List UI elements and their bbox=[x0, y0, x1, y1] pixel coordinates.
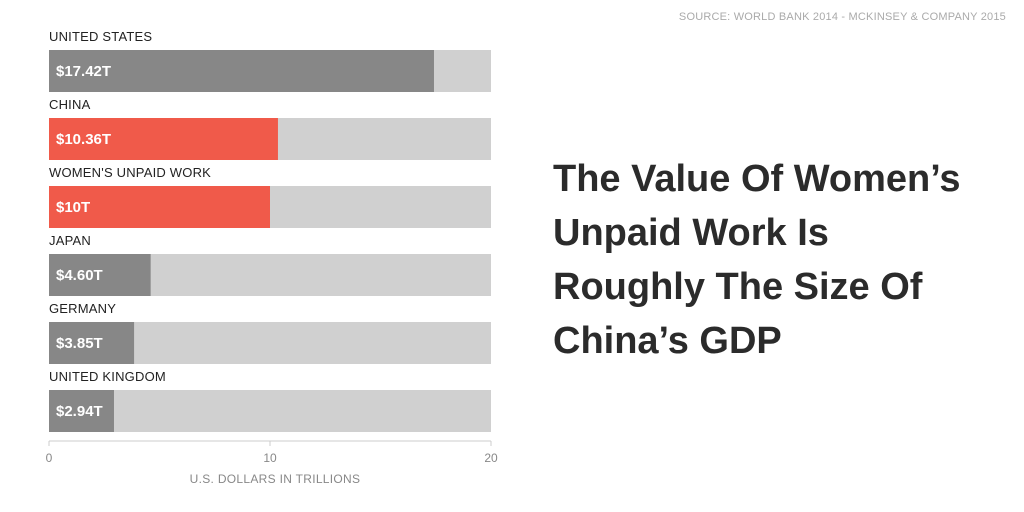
bar-value-label: $10T bbox=[56, 199, 90, 216]
bar-group: JAPAN $4.60T bbox=[49, 233, 491, 296]
category-label: GERMANY bbox=[49, 301, 116, 316]
bar-value-label: $4.60T bbox=[56, 267, 103, 284]
bar-value-label: $10.36T bbox=[56, 131, 111, 148]
category-label: CHINA bbox=[49, 97, 91, 112]
bar-group: GERMANY $3.85T bbox=[49, 301, 491, 364]
bar bbox=[49, 322, 135, 364]
bar-group: CHINA $10.36T bbox=[49, 97, 491, 160]
x-tick-label: 10 bbox=[263, 451, 277, 465]
category-label: UNITED KINGDOM bbox=[49, 369, 166, 384]
bar-track bbox=[49, 390, 491, 432]
category-label: UNITED STATES bbox=[49, 29, 152, 44]
source-note: SOURCE: WORLD BANK 2014 - MCKINSEY & COM… bbox=[678, 11, 1006, 23]
x-ticks-layer: 0 10 20 bbox=[46, 441, 498, 465]
category-label: JAPAN bbox=[49, 233, 91, 248]
x-tick-label: 0 bbox=[46, 451, 53, 465]
bar bbox=[49, 186, 270, 228]
bar-chart: UNITED STATES $17.42T CHINA $10.36T WOMEN'S … bbox=[46, 29, 498, 486]
x-tick-label: 20 bbox=[484, 451, 498, 465]
bar bbox=[49, 390, 114, 432]
bars-layer: UNITED STATES $17.42T CHINA $10.36T WOMEN'S … bbox=[49, 29, 491, 432]
bar-value-label: $3.85T bbox=[56, 335, 103, 352]
bar bbox=[49, 50, 434, 92]
bar-group: UNITED STATES $17.42T bbox=[49, 29, 491, 92]
bar bbox=[49, 118, 278, 160]
bar bbox=[49, 254, 151, 296]
bar-group: WOMEN'S UNPAID WORK $10T bbox=[49, 165, 491, 228]
category-label: WOMEN'S UNPAID WORK bbox=[49, 165, 211, 180]
x-axis-title: U.S. DOLLARS IN TRILLIONS bbox=[190, 472, 361, 486]
bar-value-label: $2.94T bbox=[56, 403, 103, 420]
bar-group: UNITED KINGDOM $2.94T bbox=[49, 369, 491, 432]
bar-value-label: $17.42T bbox=[56, 63, 111, 80]
headline: The Value Of Women’s Unpaid Work Is Roug… bbox=[553, 158, 961, 362]
